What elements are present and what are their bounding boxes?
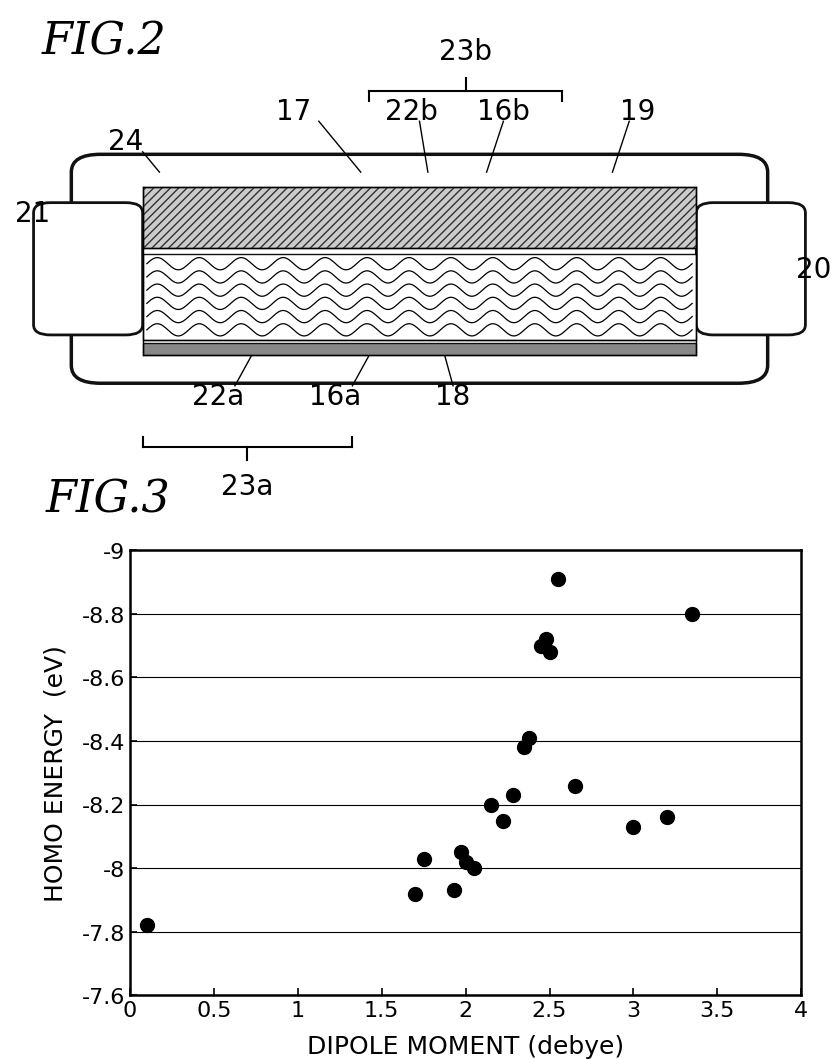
Point bbox=[626, 819, 639, 836]
Bar bbox=[142, 189, 696, 249]
Text: 21: 21 bbox=[15, 199, 50, 228]
Text: 20: 20 bbox=[795, 255, 830, 284]
Bar bbox=[142, 343, 696, 356]
Point bbox=[408, 885, 422, 902]
Point bbox=[517, 739, 530, 756]
Point bbox=[685, 606, 698, 623]
Text: FIG.2: FIG.2 bbox=[42, 20, 167, 64]
Text: 24: 24 bbox=[108, 128, 143, 157]
Text: 19: 19 bbox=[619, 97, 654, 126]
Point bbox=[416, 850, 430, 867]
Point bbox=[539, 631, 552, 648]
Point bbox=[551, 571, 564, 588]
Bar bbox=[142, 189, 696, 249]
Point bbox=[505, 787, 519, 804]
Y-axis label: HOMO ENERGY  (eV): HOMO ENERGY (eV) bbox=[44, 645, 68, 901]
Point bbox=[467, 860, 480, 877]
FancyBboxPatch shape bbox=[696, 203, 804, 336]
Point bbox=[660, 809, 673, 826]
Point bbox=[458, 854, 472, 870]
Text: 23b: 23b bbox=[438, 38, 492, 66]
FancyBboxPatch shape bbox=[34, 203, 142, 336]
Point bbox=[495, 812, 509, 829]
Point bbox=[534, 638, 547, 654]
Point bbox=[522, 730, 535, 747]
Text: 16a: 16a bbox=[309, 382, 361, 411]
Text: 16b: 16b bbox=[476, 97, 530, 126]
Point bbox=[140, 917, 153, 934]
FancyBboxPatch shape bbox=[71, 155, 767, 383]
Point bbox=[542, 644, 556, 661]
Text: 17: 17 bbox=[276, 97, 311, 126]
Text: 23a: 23a bbox=[221, 472, 273, 501]
Point bbox=[453, 844, 467, 861]
Point bbox=[567, 777, 581, 794]
X-axis label: DIPOLE MOMENT (debye): DIPOLE MOMENT (debye) bbox=[307, 1035, 623, 1058]
Bar bbox=[142, 254, 696, 341]
Point bbox=[484, 796, 497, 813]
Point bbox=[447, 882, 460, 899]
Text: FIG.3: FIG.3 bbox=[46, 478, 171, 521]
Text: 18: 18 bbox=[435, 382, 470, 411]
Text: 22a: 22a bbox=[192, 382, 244, 411]
Text: 22b: 22b bbox=[384, 97, 437, 126]
